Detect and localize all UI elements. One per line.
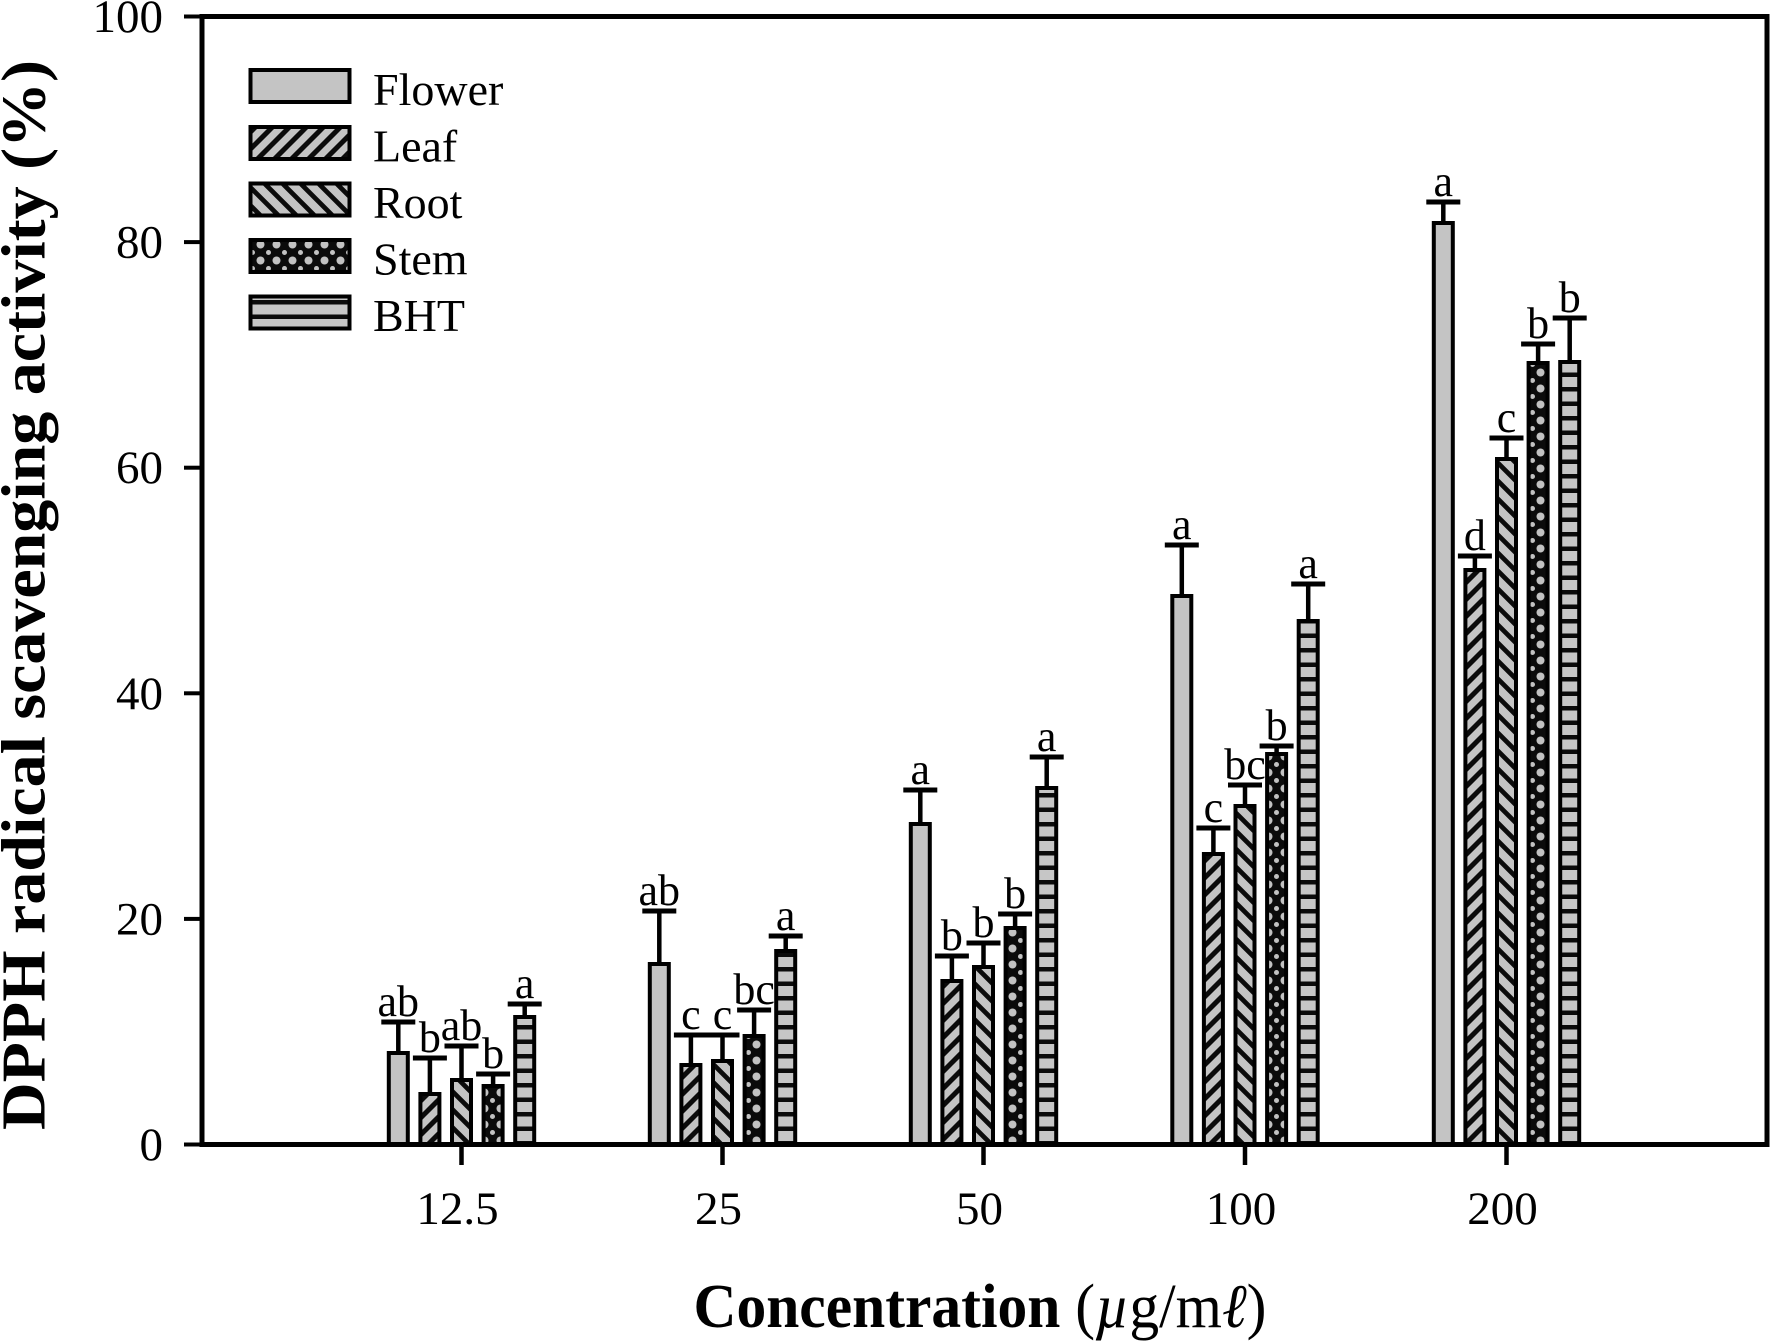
svg-text:Root: Root	[373, 177, 463, 228]
svg-text:c: c	[681, 990, 701, 1039]
svg-text:a: a	[776, 891, 796, 940]
svg-text:ab: ab	[441, 1001, 483, 1050]
svg-text:c: c	[713, 990, 733, 1039]
svg-text:0: 0	[140, 1119, 164, 1171]
svg-text:a: a	[1172, 500, 1192, 549]
svg-text:d: d	[1464, 511, 1486, 560]
svg-text:20: 20	[116, 893, 163, 945]
svg-text:25: 25	[695, 1183, 742, 1235]
svg-text:a: a	[1037, 712, 1057, 761]
svg-text:50: 50	[956, 1183, 1003, 1235]
svg-text:b: b	[1527, 299, 1549, 348]
svg-text:b: b	[1266, 701, 1288, 750]
svg-text:100: 100	[1206, 1183, 1277, 1235]
svg-text:60: 60	[116, 442, 163, 494]
svg-text:Stem: Stem	[373, 234, 468, 285]
svg-text:b: b	[1004, 869, 1026, 918]
svg-text:a: a	[515, 959, 535, 1008]
svg-text:12.5: 12.5	[416, 1183, 498, 1235]
svg-text:40: 40	[116, 668, 163, 720]
svg-text:DPPH radical scavenging activi: DPPH radical scavenging activity (%)	[0, 60, 59, 1130]
svg-text:a: a	[1434, 157, 1454, 206]
svg-text:Leaf: Leaf	[373, 121, 458, 172]
svg-text:bc: bc	[733, 965, 775, 1014]
svg-text:ab: ab	[378, 977, 420, 1026]
svg-text:c: c	[1497, 393, 1517, 442]
svg-text:100: 100	[93, 0, 164, 43]
svg-text:b: b	[973, 898, 995, 947]
svg-text:a: a	[911, 745, 931, 794]
svg-text:c: c	[1204, 783, 1224, 832]
svg-text:ab: ab	[639, 866, 681, 915]
svg-text:Concentration (µg/mℓ): Concentration (µg/mℓ)	[694, 1273, 1267, 1341]
svg-text:b: b	[1559, 273, 1581, 322]
svg-text:bc: bc	[1224, 740, 1266, 789]
svg-text:b: b	[482, 1029, 504, 1078]
svg-text:b: b	[941, 911, 963, 960]
svg-text:b: b	[419, 1013, 441, 1062]
svg-text:BHT: BHT	[373, 290, 465, 341]
svg-text:Flower: Flower	[373, 64, 503, 115]
svg-text:a: a	[1298, 539, 1318, 588]
svg-text:80: 80	[116, 217, 163, 269]
svg-text:200: 200	[1467, 1183, 1538, 1235]
